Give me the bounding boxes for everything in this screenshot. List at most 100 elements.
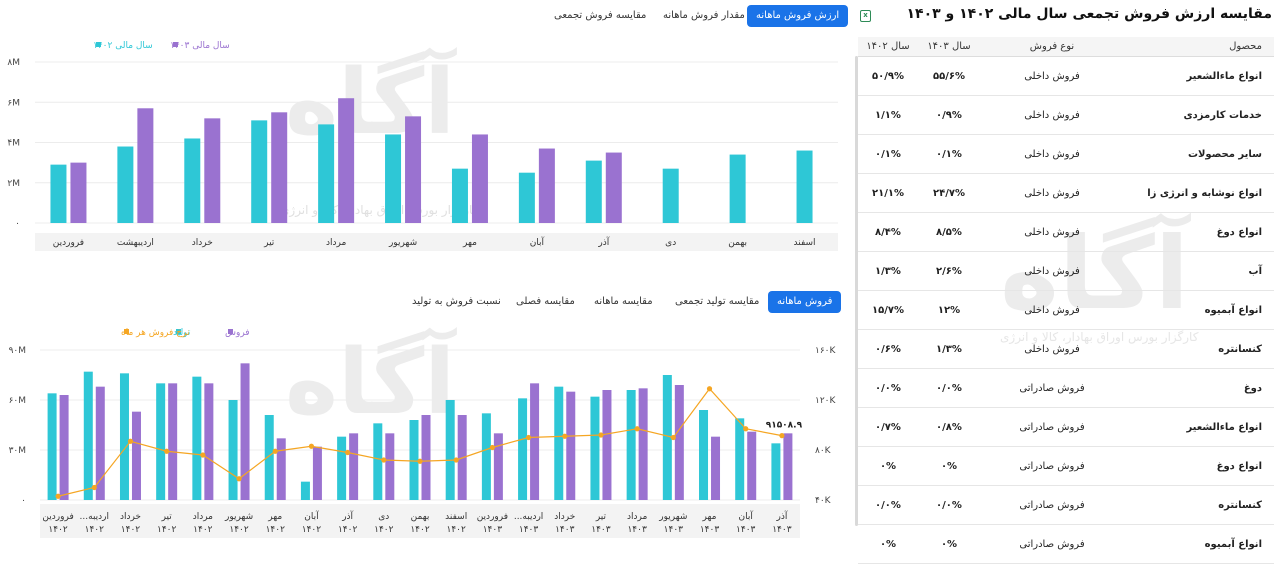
table-row[interactable]: ۰/۰% ۰/۰% فروش صادراتی دوغ: [858, 368, 1274, 408]
bar-production: [373, 423, 383, 500]
bottom-chart-tab-3[interactable]: مقایسه تولید تجمعی: [675, 296, 760, 307]
bar-sales: [59, 395, 69, 500]
bar-1403: [271, 112, 288, 223]
point-sales-rate: [779, 433, 785, 439]
bar-sales: [421, 415, 431, 500]
y-tick-label-left: ۳۰M: [9, 446, 26, 456]
table-row[interactable]: ۰/۰% ۰/۰% فروش صادراتی کنسانتره: [858, 485, 1274, 525]
bar-1403: [70, 162, 87, 223]
x-axis-band: [35, 233, 838, 251]
bar-production: [481, 413, 491, 500]
x-tick-label: آبان: [530, 236, 545, 248]
cell-sale-type: فروش صادراتی: [980, 368, 1124, 408]
cell-sale-type: فروش داخلی: [980, 251, 1124, 291]
table-row[interactable]: ۰/۱% ۰/۱% فروش داخلی سایر محصولات: [858, 134, 1274, 174]
cell-product: سایر محصولات: [1124, 134, 1274, 174]
table-row[interactable]: ۲۱/۱% ۲۴/۷% فروش داخلی انواع نوشابه و انرژی…: [858, 173, 1274, 213]
bar-1403: [538, 148, 555, 223]
header-1402[interactable]: سال ۱۴۰۲: [858, 37, 918, 57]
bottom-chart-tab-0[interactable]: نسبت فروش به تولید: [412, 296, 501, 307]
bar-1402: [451, 168, 468, 223]
bar-1402: [117, 146, 134, 223]
x-tick-label-year: ۱۴۰۳: [483, 525, 503, 535]
bar-sales: [95, 386, 105, 500]
cell-sale-type: فروش صادراتی: [980, 407, 1124, 447]
header-sale-type[interactable]: نوع فروش: [980, 37, 1124, 57]
bar-production: [119, 373, 129, 500]
bar-sales: [493, 433, 503, 500]
cell-1402: ۱/۱%: [858, 95, 918, 135]
legend-label: تولید: [173, 328, 191, 338]
top-chart-tab-2[interactable]: ارزش فروش ماهانه: [747, 5, 849, 27]
x-tick-label-year: ۱۴۰۳: [700, 525, 720, 535]
x-tick-label-month: فروردین: [42, 512, 73, 522]
table-row[interactable]: ۰% ۰% فروش صادراتی انواع آبمیوه: [858, 524, 1274, 564]
legend-label: سال مالی ۱۴۰۲: [93, 41, 153, 51]
bar-1402: [184, 138, 201, 223]
legend-label: سال مالی ۱۴۰۳: [170, 41, 230, 51]
y-tick-label-right: ۱۲۰K: [815, 396, 837, 406]
cell-1403: ۰/۹%: [918, 95, 980, 135]
header-product[interactable]: محصول: [1124, 37, 1274, 57]
cell-product: انواع دوغ: [1124, 212, 1274, 252]
x-tick-label-month: مرداد: [193, 512, 213, 522]
point-sales-rate: [308, 443, 315, 449]
cell-1402: ۸/۴%: [858, 212, 918, 252]
cell-sale-type: فروش داخلی: [980, 134, 1124, 174]
legend-swatch: [124, 329, 129, 334]
x-tick-label: دی: [665, 238, 676, 248]
top-chart-tab-0[interactable]: مقایسه فروش تجمعی: [554, 10, 647, 21]
bottom-chart-tab-1[interactable]: مقایسه فصلی: [516, 296, 575, 307]
export-excel-icon[interactable]: x: [860, 10, 871, 22]
x-tick-label-year: ۱۴۰۲: [229, 525, 249, 535]
point-sales-rate: [127, 438, 134, 444]
cell-product: کنسانتره: [1124, 329, 1274, 369]
bar-sales: [131, 411, 141, 500]
header-1403[interactable]: سال ۱۴۰۳: [918, 37, 980, 57]
table-row[interactable]: ۰/۶% ۱/۳% فروش داخلی کنسانتره: [858, 329, 1274, 369]
table-row[interactable]: ۱۵/۷% ۱۲% فروش داخلی انواع آبمیوه: [858, 290, 1274, 330]
point-sales-rate: [598, 432, 604, 438]
x-tick-label: شهریور: [388, 238, 417, 248]
table-row[interactable]: ۱/۳% ۲/۶% فروش داخلی آب: [858, 251, 1274, 291]
x-tick-label-month: خرداد: [554, 512, 575, 522]
cell-1402: ۰/۱%: [858, 134, 918, 174]
bottom-chart-tab-2[interactable]: مقایسه ماهانه: [594, 296, 653, 307]
cell-1403: ۰/۰%: [918, 485, 980, 525]
point-sales-rate: [670, 434, 676, 441]
top-chart-tab-1[interactable]: مقدار فروش ماهانه: [663, 10, 745, 21]
panel-title: مقایسه ارزش فروش تجمعی سال مالی ۱۴۰۲ و ۱…: [906, 6, 1272, 22]
table-row[interactable]: ۱/۱% ۰/۹% فروش داخلی خدمات کارمزدی: [858, 95, 1274, 135]
x-tick-label-year: ۱۴۰۳: [772, 525, 792, 535]
table-row[interactable]: ۰% ۰% فروش صادراتی انواع دوغ: [858, 446, 1274, 486]
cell-product: کنسانتره: [1124, 485, 1274, 525]
point-sales-rate: [562, 433, 568, 439]
cell-sale-type: فروش صادراتی: [980, 485, 1124, 525]
bar-sales: [204, 383, 214, 500]
bar-production: [518, 398, 528, 500]
cell-1402: ۲۱/۱%: [858, 173, 918, 213]
y-tick-label-right: ۴۰K: [815, 496, 832, 506]
point-sales-rate: [55, 493, 61, 499]
bar-production: [409, 420, 419, 500]
x-tick-label-month: اسفند: [445, 512, 467, 522]
bottom-chart-tab-4[interactable]: فروش ماهانه: [768, 291, 842, 313]
table-row[interactable]: ۵۰/۹% ۵۵/۶% فروش داخلی انواع ماءالشعیر: [858, 56, 1274, 96]
table-row[interactable]: ۰/۷% ۰/۸% فروش صادراتی انواع ماءالشعیر: [858, 407, 1274, 447]
x-tick-label-year: ۱۴۰۲: [447, 525, 467, 535]
bar-sales: [312, 446, 322, 500]
table-scrollbar[interactable]: [855, 56, 858, 526]
cell-1403: ۰%: [918, 524, 980, 564]
cell-1403: ۲۴/۷%: [918, 173, 980, 213]
cell-1403: ۰/۸%: [918, 407, 980, 447]
line-sales-rate: [57, 387, 783, 497]
point-sales-rate: [634, 426, 640, 432]
bar-sales: [566, 391, 576, 500]
y-tick-label-right: ۸۰K: [815, 446, 832, 456]
cell-1402: ۰%: [858, 524, 918, 564]
bar-production: [626, 390, 636, 500]
legend-swatch: [96, 42, 101, 47]
table-row[interactable]: ۸/۴% ۸/۵% فروش داخلی انواع دوغ: [858, 212, 1274, 252]
x-tick-label-year: ۱۴۰۲: [85, 525, 105, 535]
